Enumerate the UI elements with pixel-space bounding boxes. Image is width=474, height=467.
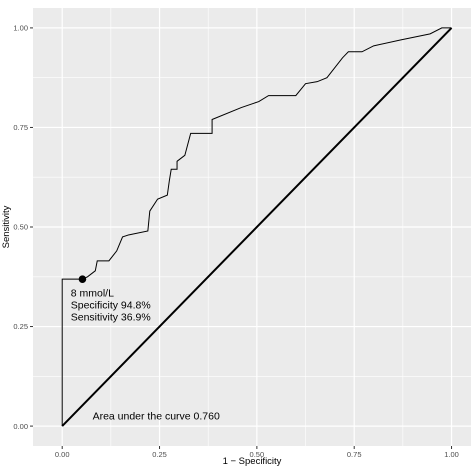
y-tick-label: 0.50 [13,223,28,232]
y-axis-ticks: 0.00 0.25 0.50 0.75 1.00 [13,24,33,431]
series-group [61,27,453,427]
y-tick-label: 1.00 [13,24,28,33]
x-tick-label: 0.75 [347,450,362,459]
x-tick-label: 1.00 [444,450,459,459]
x-axis-title: 1 − Specificity [223,456,282,467]
annotation-auc: Area under the curve 0.760 [93,410,220,422]
x-tick-label: 0.25 [152,450,167,459]
x-tick-label: 0.50 [250,450,265,459]
x-tick-label: 0.00 [55,450,70,459]
x-axis-ticks: 0.00 0.25 0.50 0.75 1.00 [55,446,459,459]
y-axis-title: Sensitivity [1,205,12,248]
annotation-sensitivity: Sensitivity 36.9% [71,312,151,324]
y-tick-label: 0.00 [13,422,28,431]
annotation-cutoff: 8 mmol/L [71,288,114,300]
annotation-specificity: Specificity 94.8% [71,300,151,312]
reference-diagonal-line [61,27,453,427]
roc-curve-line [61,27,452,427]
cutoff-point-marker [78,275,87,283]
annotations: 8 mmol/L Specificity 94.8% Sensitivity 3… [71,288,220,423]
y-tick-label: 0.25 [13,322,28,331]
y-tick-label: 0.75 [13,123,28,132]
